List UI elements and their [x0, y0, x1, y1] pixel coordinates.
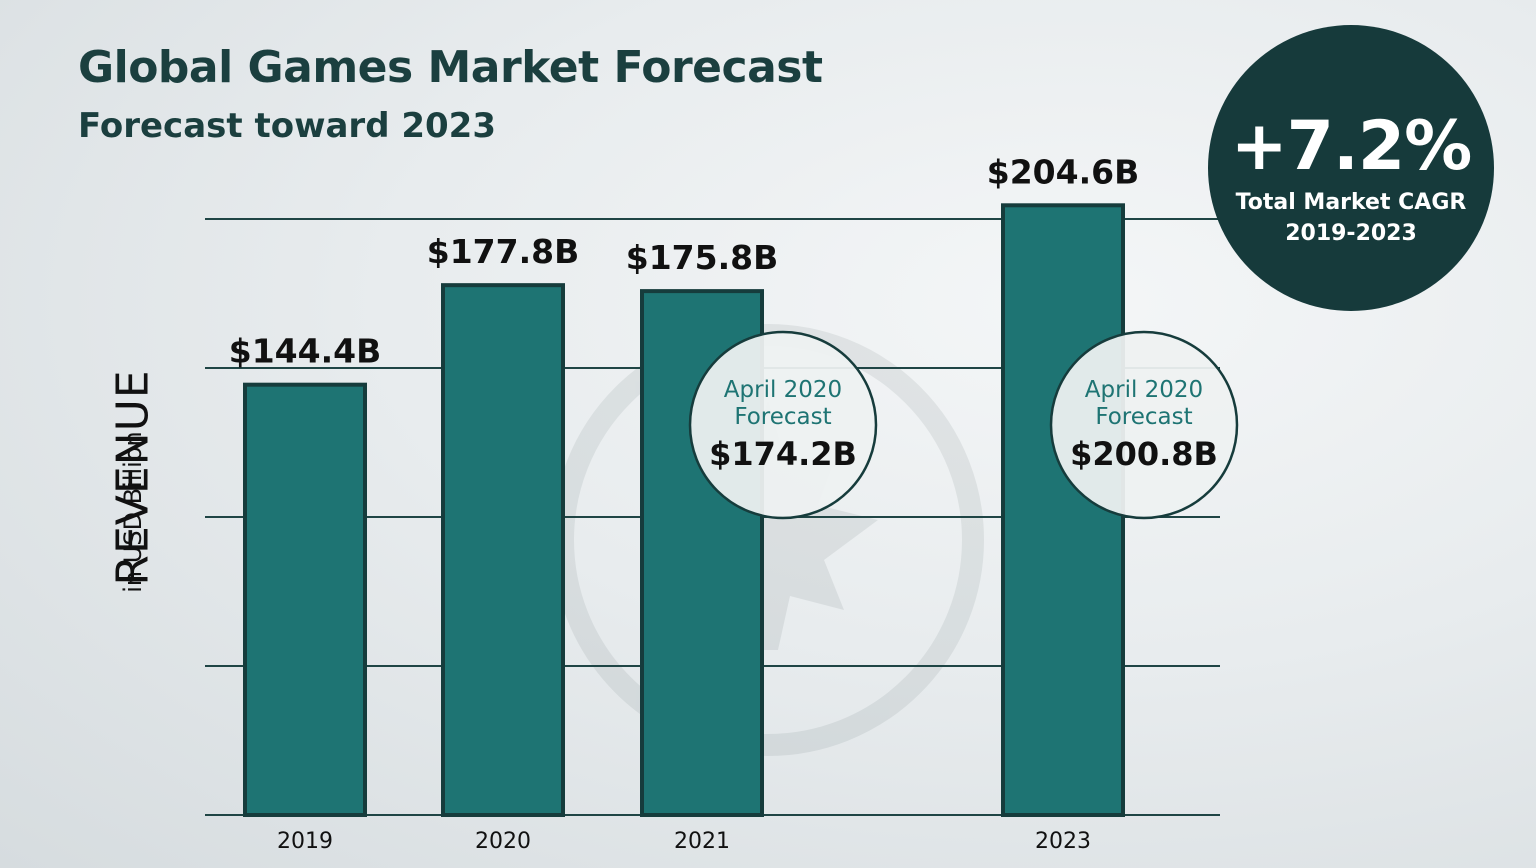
annotation-label: April 2020: [724, 377, 842, 403]
bar-value-label: $204.6B: [987, 152, 1140, 191]
annotation-circle: [688, 330, 878, 520]
annotation-label: Forecast: [734, 404, 831, 430]
bar-value-label: $144.4B: [229, 332, 382, 371]
cagr-label: Total Market CAGR 2019-2023: [1208, 187, 1494, 249]
annotation-circle: [1049, 330, 1239, 520]
chart-subtitle: Forecast toward 2023: [78, 106, 496, 146]
bar-value-label: $175.8B: [626, 238, 779, 277]
x-tick-label: 2019: [277, 829, 333, 854]
annotation-value: $174.2B: [709, 435, 857, 473]
x-tick-label: 2021: [674, 829, 730, 854]
y-axis-unit: in USD Billion: [119, 431, 147, 593]
annotation-label: April 2020: [1085, 377, 1203, 403]
cagr-label-line2: 2019-2023: [1285, 221, 1417, 246]
bar: [243, 382, 367, 817]
bar: [1001, 203, 1125, 818]
chart-title: Global Games Market Forecast: [78, 42, 823, 93]
cagr-label-line1: Total Market CAGR: [1235, 190, 1467, 215]
cagr-badge: +7.2% Total Market CAGR 2019-2023: [1208, 25, 1494, 311]
bar: [441, 283, 565, 817]
cagr-value: +7.2%: [1230, 107, 1473, 186]
bar-value-label: $177.8B: [427, 232, 580, 271]
x-tick-label: 2020: [475, 829, 531, 854]
x-tick-label: 2023: [1035, 829, 1091, 854]
annotation-value: $200.8B: [1070, 435, 1218, 473]
annotation-label: Forecast: [1095, 404, 1192, 430]
